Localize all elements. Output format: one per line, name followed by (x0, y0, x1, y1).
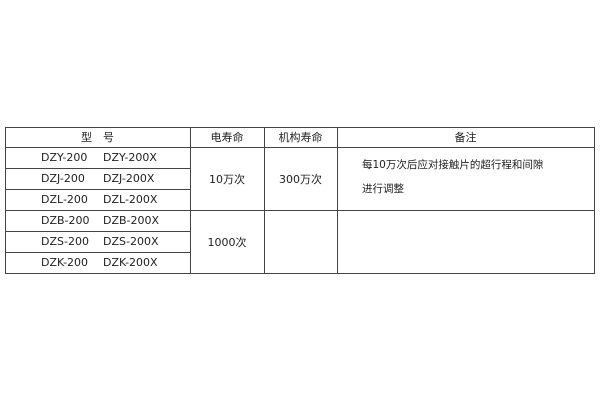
row-divider (5, 252, 190, 253)
model-code-x: DZY-200X (103, 151, 157, 164)
header-electrical-life: 电寿命 (210, 131, 244, 144)
model-code: DZS-200 (41, 235, 89, 248)
column-divider (190, 127, 191, 274)
header-model: 型 号 (81, 131, 114, 144)
remarks-line: 每10万次后应对接触片的超行程和间隙 (362, 159, 544, 171)
table-row: DZK-200 DZK-200X (5, 252, 190, 273)
table-border-left (5, 127, 6, 274)
model-code: DZY-200 (41, 151, 88, 164)
table-row: DZB-200 DZB-200X (5, 210, 190, 231)
group-divider (5, 210, 595, 211)
model-code-x: DZS-200X (103, 235, 159, 248)
model-code-x: DZK-200X (103, 256, 158, 269)
model-code: DZJ-200 (41, 172, 85, 185)
table-row: DZS-200 DZS-200X (5, 231, 190, 252)
model-code-x: DZJ-200X (103, 172, 155, 185)
row-divider (5, 168, 190, 169)
header-divider (5, 147, 595, 148)
remarks-line: 进行调整 (362, 183, 404, 195)
column-divider (264, 127, 265, 274)
table-row: DZL-200 DZL-200X (5, 189, 190, 210)
table-border-top (5, 127, 595, 128)
model-code-x: DZB-200X (103, 214, 160, 227)
model-code: DZK-200 (41, 256, 89, 269)
model-code: DZB-200 (41, 214, 90, 227)
electrical-life-cell: 10万次 (209, 172, 245, 186)
table-row: DZY-200 DZY-200X (5, 147, 190, 168)
table-row: DZJ-200 DZJ-200X (5, 168, 190, 189)
model-code: DZL-200 (41, 193, 88, 206)
table-border-bottom (5, 273, 595, 274)
mechanical-life-cell: 300万次 (279, 172, 322, 186)
header-mechanical-life: 机构寿命 (278, 131, 323, 144)
table-border-right (594, 127, 595, 274)
model-code-x: DZL-200X (103, 193, 158, 206)
row-divider (5, 231, 190, 232)
mechanical-life-cell (264, 210, 337, 273)
header-remarks: 备注 (454, 131, 477, 144)
row-divider (5, 189, 190, 190)
remarks-cell (337, 210, 594, 273)
column-divider (337, 127, 338, 274)
electrical-life-cell: 1000次 (207, 235, 247, 249)
